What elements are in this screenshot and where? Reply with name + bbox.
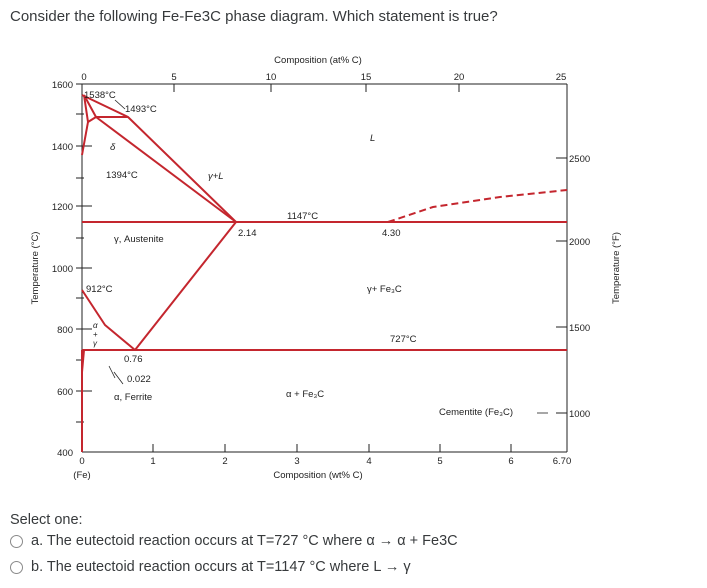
bottom-axis-title: Composition (wt% C)	[273, 470, 362, 481]
left-axis-title: Temperature (°C)	[30, 232, 41, 305]
radio-button-icon[interactable]	[10, 560, 23, 574]
bottom-tick-marks	[152, 444, 512, 452]
label-alpha: α	[93, 321, 98, 330]
plot-frame	[81, 83, 568, 453]
liquidus-right-dashed	[387, 189, 568, 223]
top-tick-label: 15	[361, 72, 372, 83]
label-gamma-liquid: γ+L	[208, 171, 224, 182]
label-0022: 0.022	[127, 374, 151, 385]
top-tick-label: 25	[556, 72, 567, 83]
select-one-label: Select one:	[10, 512, 83, 528]
right-tick-marks	[556, 157, 567, 414]
phase-diagram-svg: Composition (at% C) 0 5 10 15 20 25 1600…	[30, 55, 622, 481]
left-tick-label: 1000	[52, 264, 73, 275]
label-1493: 1493°C	[125, 104, 157, 115]
label-214: 2.14	[238, 228, 257, 239]
bottom-tick-label: 6.70	[553, 456, 572, 467]
liquidus-left	[81, 94, 237, 223]
phase-boundaries	[81, 94, 567, 373]
right-tick-label: 2500	[569, 154, 590, 165]
answer-option-a[interactable]: a. The eutectoid reaction occurs at T=72…	[10, 533, 458, 549]
label-1147: 1147°C	[287, 211, 318, 222]
right-tick-label: 1500	[569, 323, 590, 334]
top-tick-marks	[173, 84, 460, 92]
left-tick-label: 1600	[52, 80, 73, 91]
label-delta: δ	[110, 142, 116, 153]
bottom-tick-label: 3	[294, 456, 299, 467]
left-tick-label: 1400	[52, 142, 73, 153]
right-tick-label: 2000	[569, 237, 590, 248]
acm-line	[134, 221, 237, 351]
label-plus: +	[93, 330, 98, 339]
answer-option-a-label: a. The eutectoid reaction occurs at T=72…	[31, 533, 458, 549]
label-alpha-fe3c: α + Fe₃C	[286, 389, 324, 400]
bottom-tick-label: 1	[150, 456, 155, 467]
delta-gamma-boundary	[81, 121, 89, 156]
label-430: 4.30	[382, 228, 401, 239]
bottom-tick-label: 4	[366, 456, 371, 467]
phase-diagram: Composition (at% C) 0 5 10 15 20 25 1600…	[0, 40, 707, 500]
left-tick-marks	[76, 83, 92, 423]
label-liquid: L	[370, 133, 375, 144]
left-tick-label: 600	[57, 387, 73, 398]
question-text: Consider the following Fe-Fe3C phase dia…	[10, 8, 498, 25]
fe-label: (Fe)	[73, 470, 90, 481]
label-1394: 1394°C	[106, 170, 138, 181]
label-gamma: γ	[93, 339, 98, 348]
solidus	[95, 116, 237, 223]
label-727: 727°C	[390, 334, 417, 345]
left-tick-label: 400	[57, 448, 73, 459]
label-ferrite: α, Ferrite	[114, 392, 152, 403]
answer-option-b[interactable]: b. The eutectoid reaction occurs at T=11…	[10, 559, 411, 575]
right-axis-title: Temperature (°F)	[611, 232, 622, 304]
answer-option-b-label: b. The eutectoid reaction occurs at T=11…	[31, 559, 411, 575]
label-gamma-fe3c: γ+ Fe₃C	[367, 284, 402, 295]
top-tick-label: 0	[81, 72, 86, 83]
label-1538: 1538°C	[84, 90, 116, 101]
label-cementite: Cementite (Fe₃C)	[439, 407, 513, 418]
bottom-tick-label: 0	[79, 456, 84, 467]
right-tick-label: 1000	[569, 409, 590, 420]
label-912: 912°C	[86, 284, 113, 295]
label-leaders	[108, 99, 548, 414]
radio-button-icon[interactable]	[10, 534, 23, 548]
top-tick-label: 20	[454, 72, 465, 83]
top-axis-title: Composition (at% C)	[274, 55, 362, 66]
label-076: 0.76	[124, 354, 143, 365]
top-tick-label: 10	[266, 72, 277, 83]
bottom-tick-label: 6	[508, 456, 513, 467]
left-tick-label: 800	[57, 325, 73, 336]
left-tick-label: 1200	[52, 202, 73, 213]
a3-line	[81, 289, 136, 351]
bottom-tick-label: 2	[222, 456, 227, 467]
label-austenite: γ, Austenite	[114, 234, 164, 245]
top-tick-label: 5	[171, 72, 176, 83]
bottom-tick-label: 5	[437, 456, 442, 467]
